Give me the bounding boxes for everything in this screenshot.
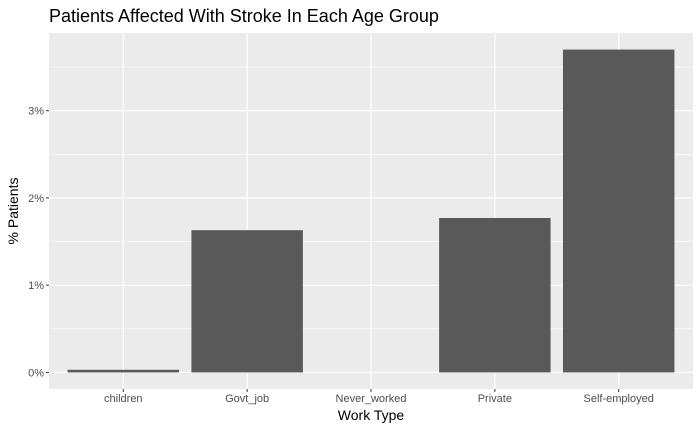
y-tick-label: 0% (28, 367, 44, 379)
bar-govt-job (191, 230, 303, 373)
y-tick-label: 2% (28, 193, 44, 205)
x-tick-label: Govt_job (225, 393, 269, 405)
x-tick-label: Never_worked (336, 393, 407, 405)
x-tick-label: Self-employed (584, 393, 654, 405)
bar-children (67, 369, 180, 373)
y-axis-title: % Patients (5, 178, 21, 245)
bar-self-employed (562, 49, 675, 373)
y-axis: 0% 1% 2% 3% (28, 106, 49, 379)
bars (67, 49, 675, 373)
chart-title: Patients Affected With Stroke In Each Ag… (49, 6, 439, 26)
x-axis: children Govt_job Never_worked Private Self-… (104, 389, 654, 405)
y-tick-label: 1% (28, 280, 44, 292)
y-tick-label: 3% (28, 106, 44, 118)
bar-private (439, 217, 551, 373)
x-tick-label: children (104, 393, 143, 405)
x-tick-label: Private (478, 393, 512, 405)
x-axis-title: Work Type (338, 407, 405, 423)
